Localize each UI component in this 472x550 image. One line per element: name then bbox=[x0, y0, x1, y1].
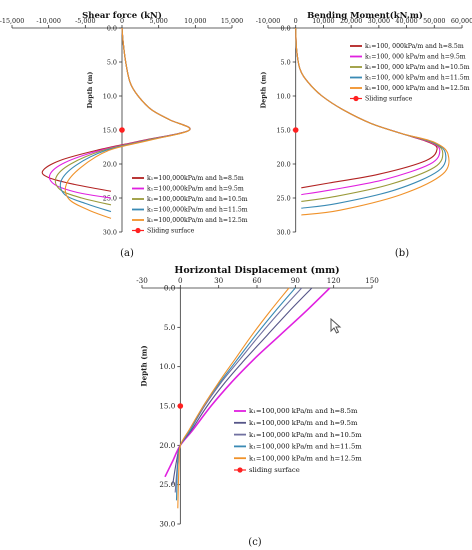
legend: k₁=100, 000kPa/m and h=8.5m k₁=100, 000 k… bbox=[350, 43, 470, 103]
series-line-1 bbox=[295, 27, 438, 189]
legend-marker bbox=[353, 95, 359, 102]
y-tick-label: 25.0 bbox=[159, 480, 175, 489]
legend-entry: k₁=100,000 kPa/m and h=12.5m bbox=[249, 454, 362, 462]
legend-entry: k₁=100, 000 kPa/m and h=12.5m bbox=[365, 85, 470, 92]
chart-a: Shear force (kN) -15,000 -10,000 -5,000 0 5,0… bbox=[0, 10, 248, 259]
y-tick-label: 5.0 bbox=[107, 59, 117, 67]
x-tick-label: 15,000 bbox=[221, 17, 243, 25]
x-tick-label: -10,000 bbox=[256, 17, 281, 25]
sliding-surface-marker bbox=[119, 127, 125, 133]
y-tick-label: 30.0 bbox=[276, 229, 290, 237]
series-line-5 bbox=[64, 27, 191, 219]
y-tick-label: 10.0 bbox=[159, 362, 175, 371]
x-tick-label: 10,000 bbox=[312, 17, 334, 25]
x-tick-label: 50,000 bbox=[423, 17, 445, 25]
legend-entry: k₁=100,000kPa/m and h=11.5m bbox=[147, 207, 248, 214]
chart-title: Horizontal Displacement (mm) bbox=[174, 265, 339, 276]
x-tick-label: 30 bbox=[214, 276, 224, 285]
x-tick-label: 120 bbox=[327, 276, 341, 285]
y-tick-label: 15.0 bbox=[103, 127, 117, 135]
y-tick-label: 5.0 bbox=[164, 323, 176, 332]
legend-entry: k₁=100,000 kPa/m and h=11.5m bbox=[249, 443, 362, 451]
legend-entry: sliding surface bbox=[249, 466, 300, 474]
legend-entry: Sliding surface bbox=[147, 228, 195, 235]
legend-entry: k₁=100, 000 kPa/m and h=10.5m bbox=[365, 64, 470, 71]
legend-entry: k₁=100, 000 kPa/m and h=11.5m bbox=[365, 75, 470, 82]
series-line-5 bbox=[177, 287, 290, 509]
y-tick-label: 30.0 bbox=[159, 520, 175, 529]
y-tick-label: 20.0 bbox=[159, 441, 175, 450]
y-tick-label: 10.0 bbox=[276, 93, 290, 101]
x-tick-label: 150 bbox=[365, 276, 379, 285]
sliding-surface-marker bbox=[292, 127, 299, 133]
legend-entry: k₁=100,000 kPa/m and h=10.5m bbox=[249, 431, 362, 439]
chart-b: Bending Moment(kN.m) -10,000 0 10,000 20,000… bbox=[256, 10, 472, 259]
x-tick-label: 30,000 bbox=[368, 17, 390, 25]
y-axis-label: Depth (m) bbox=[86, 72, 94, 109]
legend-entry: k₁=100,000 kPa/m and h=9.5m bbox=[249, 419, 358, 427]
y-axis-label: Depth (m) bbox=[260, 72, 268, 109]
x-tick-label: 0 bbox=[294, 17, 298, 25]
series-line-5 bbox=[295, 27, 450, 216]
x-tick-label: 60 bbox=[252, 276, 262, 285]
y-tick-label: 25.0 bbox=[276, 195, 290, 203]
legend-entry: k₁=100,000kPa/m and h=12.5m bbox=[147, 217, 248, 224]
x-tick-label: -5,000 bbox=[75, 17, 95, 25]
legend-marker bbox=[237, 467, 243, 473]
legend: k₁=100,000 kPa/m and h=8.5m k₁=100,000 kP… bbox=[234, 407, 362, 474]
y-tick-label: 0.0 bbox=[164, 284, 176, 293]
legend-entry: Sliding surface bbox=[365, 96, 413, 103]
legend-entry: k₁=100,000kPa/m and h=8.5m bbox=[147, 175, 244, 182]
y-tick-label: 0.0 bbox=[281, 25, 291, 33]
y-tick-label: 5.0 bbox=[281, 59, 291, 67]
series-line-1 bbox=[164, 287, 331, 478]
panel-label: (b) bbox=[395, 248, 409, 259]
legend-entry: k₁=100,000kPa/m and h=10.5m bbox=[147, 196, 248, 203]
sliding-surface-marker bbox=[177, 403, 184, 409]
x-tick-label: -10,000 bbox=[36, 17, 61, 25]
legend-marker bbox=[135, 227, 141, 234]
x-tick-label: -30 bbox=[136, 276, 148, 285]
y-tick-label: 25.0 bbox=[103, 195, 117, 203]
x-tick-label: 0 bbox=[178, 276, 183, 285]
legend-entry: k₁=100, 000 kPa/m and h=9.5m bbox=[365, 54, 466, 61]
series-line-2 bbox=[48, 27, 191, 199]
legend-entry: k₁=100, 000kPa/m and h=8.5m bbox=[365, 43, 464, 50]
legend: k₁=100,000kPa/m and h=8.5m k₁=100,000kPa/… bbox=[132, 175, 248, 235]
x-tick-label: 10,000 bbox=[184, 17, 206, 25]
legend-entry: k₁=100,000 kPa/m and h=8.5m bbox=[249, 407, 358, 415]
panel-label: (a) bbox=[120, 248, 134, 259]
y-tick-label: 0.0 bbox=[107, 25, 117, 33]
x-tick-label: -15,000 bbox=[0, 17, 24, 25]
x-tick-label: 20,000 bbox=[340, 17, 362, 25]
y-axis-label: Depth (m) bbox=[139, 345, 148, 386]
y-tick-label: 15.0 bbox=[159, 402, 175, 411]
x-tick-label: 40,000 bbox=[395, 17, 417, 25]
panel-label: (c) bbox=[248, 537, 262, 548]
x-tick-label: 5,000 bbox=[150, 17, 168, 25]
y-tick-label: 30.0 bbox=[103, 229, 117, 237]
chart-c: Horizontal Displacement (mm) -30 0 30 60 90 12… bbox=[136, 265, 379, 548]
chart-title: Bending Moment(kN.m) bbox=[307, 10, 423, 21]
y-tick-label: 10.0 bbox=[103, 93, 117, 101]
y-tick-label: 15.0 bbox=[276, 127, 290, 135]
mouse-cursor-icon bbox=[330, 318, 342, 334]
chart-title: Shear force (kN) bbox=[82, 10, 162, 21]
y-tick-label: 20.0 bbox=[103, 161, 117, 169]
legend-entry: k₁=100,000kPa/m and h=9.5m bbox=[147, 186, 244, 193]
x-tick-label: 60,000 bbox=[451, 17, 472, 25]
y-tick-label: 20.0 bbox=[276, 161, 290, 169]
x-tick-label: 0 bbox=[120, 17, 124, 25]
x-tick-label: 90 bbox=[291, 276, 301, 285]
